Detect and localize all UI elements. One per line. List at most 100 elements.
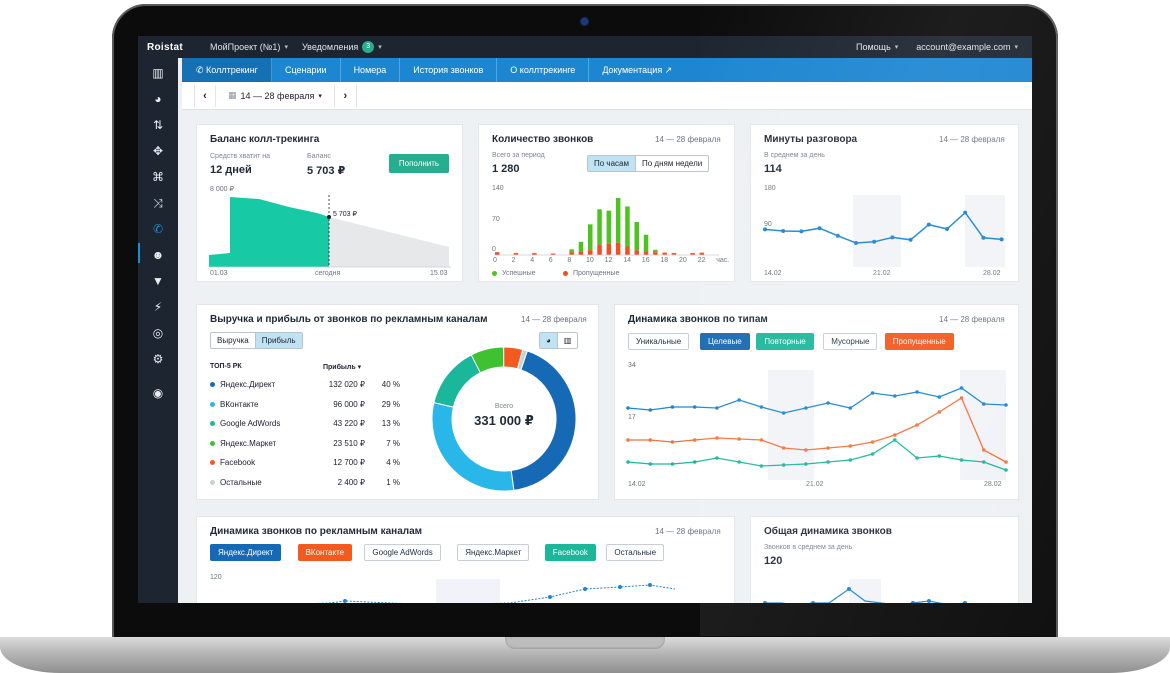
data-point [926,222,931,227]
data-point [737,398,741,402]
legend-label: Пропущенные [573,270,620,277]
data-point [959,396,964,400]
data-point [981,235,986,240]
x-tick: 21.02 [806,481,824,488]
profit-option[interactable]: Прибыль [254,333,302,348]
data-point [692,438,697,442]
balance-area-forecast [329,217,449,267]
weekend-band [965,195,1005,267]
data-point [804,406,808,410]
bar-missed [653,252,658,255]
tab-calltracking[interactable]: ✆ Коллтрекинг [182,58,272,82]
column-head-profit[interactable]: Прибыль ▾ [323,363,361,371]
avg-value: 120 [764,555,783,567]
filter-chip[interactable]: ВКонтакте [297,544,353,561]
filter-chip[interactable]: Повторные [756,333,814,350]
filter-chip[interactable]: Яндекс.Директ [210,544,282,561]
bar-missed [625,246,630,255]
by-weekday-option[interactable]: По дням недели [635,156,708,171]
bar-missed [532,253,537,255]
y-tick: 0 [492,246,496,253]
help-menu[interactable]: Помощь ▾ [856,42,898,52]
total-value: 1 280 [492,163,520,175]
x-tick: 28.02 [984,481,1002,488]
bar-view-icon[interactable]: ▥ [556,333,578,348]
chevron-down-icon: ▾ [1014,44,1018,51]
tab-call-history[interactable]: История звонков [400,58,498,82]
point [963,601,967,603]
revenue-option[interactable]: Выручка [217,336,249,345]
filter-chip[interactable]: Уникальные [628,333,690,350]
card-date: 14 — 28 февраля [939,315,1005,324]
prev-period-button[interactable]: ‹ [194,84,216,107]
y-tick: 34 [628,362,636,369]
transfer-arrows-icon[interactable]: ⇅ [152,118,164,132]
data-point [781,446,786,450]
card-title: Выручка и прибыль от звонков по рекламны… [210,314,488,325]
project-selector[interactable]: МойПроект (№1) ▾ [210,42,288,52]
filter-chip[interactable]: Целевые [700,333,750,350]
card-title: Динамика звонков по типам [628,314,768,325]
filter-chip[interactable]: Facebook [544,544,596,561]
avg-value: 114 [764,163,782,175]
phone-icon: ✆ [196,65,207,75]
sitemap-icon[interactable]: ⌘ [152,170,164,184]
notifications-menu[interactable]: Уведомления 3 ▾ [302,41,382,53]
table-row[interactable]: Остальные 2 400 ₽ 1 % [210,478,410,492]
filter-chip[interactable]: Остальные [606,544,665,561]
enough-value: 12 дней [210,164,252,176]
tab-about[interactable]: О коллтрекинге [497,58,590,82]
bar-success [597,209,602,245]
filter-chip[interactable]: Яндекс.Маркет [457,544,530,561]
filter-icon[interactable]: ▼ [152,274,164,288]
bar-chart-icon[interactable]: ▥ [152,66,164,80]
by-hours-option[interactable]: По часам [588,156,635,171]
balance-card: Баланс колл-трекинга Средств хватит на 1… [196,124,463,282]
bar-missed [690,253,695,255]
sort-desc-icon: ▾ [355,364,362,371]
user-search-icon[interactable]: ☻ [151,248,165,262]
avg-label: Звонков в среднем за день [764,544,853,551]
table-row[interactable]: ВКонтакте 96 000 ₽ 29 % [210,400,410,414]
table-row[interactable]: Facebook 12 700 ₽ 4 % [210,458,410,472]
goal-icon[interactable]: ◎ [152,326,164,340]
sub-navigation: ✆ Коллтрекинг Сценарии Номера История зв… [182,58,1032,82]
eye-hidden-icon[interactable]: ◉ [152,386,164,400]
logo[interactable]: Roistat [147,41,183,53]
top-up-button[interactable]: Пополнить [389,154,449,173]
tab-docs[interactable]: Документация ↗ [589,58,685,82]
channel-percent: 40 % [381,380,400,389]
date-range-picker[interactable]: ▦ 14 — 28 февраля ▾ [216,84,335,107]
target-icon[interactable]: ✥ [152,144,164,158]
revenue-donut-chart [431,346,577,492]
filter-chip[interactable]: Мусорные [823,333,878,350]
card-title: Количество звонков [492,134,594,145]
pie-chart-icon[interactable]: ◕ [154,92,162,106]
x-tick: 8 [567,257,572,264]
filter-chip[interactable]: Пропущенные [884,333,954,350]
x-tick: 21.02 [873,270,891,277]
next-period-button[interactable]: › [335,84,357,107]
grouping-toggle: По часам По дням недели [587,155,710,172]
bar-success [653,249,658,253]
plug-icon[interactable]: ⚡ [153,300,163,314]
filter-chip[interactable]: Google AdWords [364,544,441,561]
gear-icon[interactable]: ⚙ [152,352,164,366]
revenue-profit-toggle: Выручка Прибыль [210,332,303,349]
table-row[interactable]: Google AdWords 43 220 ₽ 13 % [210,419,410,433]
balance-value: 5 703 ₽ [307,165,346,177]
shuffle-icon[interactable]: ⤨ [153,196,163,210]
tab-scenarios[interactable]: Сценарии [272,58,341,82]
table-row[interactable]: Яндекс.Директ 132 020 ₽ 40 % [210,380,410,394]
data-point [937,410,942,414]
phone-icon[interactable]: ✆ [152,222,164,236]
tab-numbers[interactable]: Номера [341,58,401,82]
notification-count-badge: 3 [362,41,375,53]
account-menu[interactable]: account@example.com ▾ [916,42,1018,52]
sidebar: ▥ ◕ ⇅ ✥ ⌘ ⤨ ✆ ☻ ▼ ⚡ ◎ ⚙ ◉ [138,58,178,603]
series-line [765,588,968,603]
pie-view-icon[interactable]: ◕ [540,333,557,348]
total-line-chart [763,579,968,603]
legend-success: Успешные [492,270,536,277]
table-row[interactable]: Яндекс.Маркет 23 510 ₽ 7 % [210,439,410,453]
